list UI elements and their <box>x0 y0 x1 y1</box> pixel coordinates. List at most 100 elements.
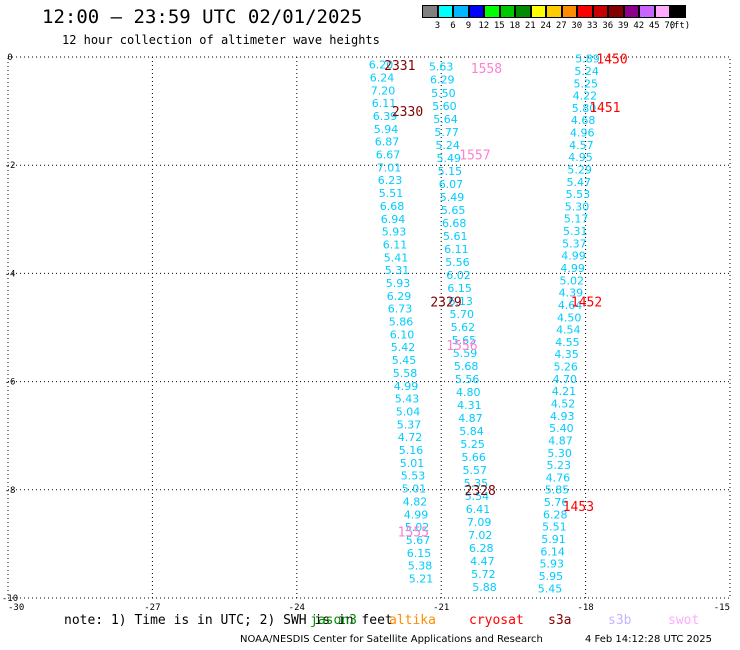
map-title: 12:00 – 23:59 UTC 02/01/2025 <box>42 6 363 28</box>
pass-time-label: 1451 <box>589 101 620 116</box>
wave-height-value: 5.40 <box>549 422 574 435</box>
wave-height-value: 4.80 <box>456 386 481 399</box>
generated-timestamp: 4 Feb 14:12:28 UTC 2025 <box>585 634 712 645</box>
wave-height-value: 4.64 <box>558 299 583 312</box>
pass-time-label: 1555 <box>398 525 429 540</box>
satellite-legend-swot: swot <box>668 613 700 628</box>
wave-height-value: 7.01 <box>377 161 402 174</box>
longitude-tick-label: -18 <box>577 603 593 613</box>
colorbar-swatch <box>561 5 577 18</box>
wave-height-value: 5.31 <box>385 264 410 277</box>
wave-height-value: 6.29 <box>387 290 412 303</box>
wave-height-value: 5.45 <box>392 354 417 367</box>
pass-time-label: 2328 <box>465 484 496 499</box>
colorbar-swatch <box>623 5 639 18</box>
wave-height-value: 6.15 <box>447 282 472 295</box>
wave-height-value: 5.54 <box>465 490 490 503</box>
wave-height-value: 4.93 <box>550 410 575 423</box>
wave-height-value: 5.89 <box>575 53 600 66</box>
wave-height-value: 6.15 <box>407 547 432 560</box>
satellite-legend-cryosat: cryosat <box>469 613 524 628</box>
wave-height-value: 5.26 <box>553 361 578 374</box>
wave-height-value: 5.85 <box>545 484 570 497</box>
wave-height-value: 5.37 <box>562 237 587 250</box>
wave-height-value: 5.53 <box>566 188 591 201</box>
wave-height-value: 6.11 <box>444 243 469 256</box>
colorbar-unit-label: (ft) <box>668 21 691 31</box>
wave-height-value: 5.76 <box>544 496 569 509</box>
wave-height-value: 5.51 <box>379 187 404 200</box>
wave-height-value: 6.73 <box>388 303 413 316</box>
satellite-legend-altika: altika <box>389 613 436 628</box>
wave-height-value: 5.67 <box>406 534 431 547</box>
colorbar-swatch <box>453 5 469 18</box>
colorbar-tick-label: 12 <box>478 21 490 31</box>
wave-height-value: 6.39 <box>373 110 398 123</box>
pass-time-label: 2331 <box>384 59 415 74</box>
pass-time-label: 1452 <box>571 296 602 311</box>
latitude-tick-label: -10 <box>2 594 18 604</box>
wave-height-value: 5.62 <box>451 321 476 334</box>
wave-height-value: 5.60 <box>432 100 457 113</box>
note-text: note: 1) Time is in UTC; 2) SWH is in fe… <box>64 613 393 628</box>
colorbar-swatch <box>592 5 608 18</box>
wave-height-value: 5.93 <box>386 277 411 290</box>
wave-height-value: 4.99 <box>560 262 585 275</box>
colorbar-tick-label: 18 <box>509 21 521 31</box>
wave-height-value: 5.72 <box>471 568 496 581</box>
map-subtitle: 12 hour collection of altimeter wave hei… <box>62 33 380 47</box>
wave-height-value: 5.24 <box>574 65 599 78</box>
pass-time-labels: 2331 2330 2329 2328 1558 1557 1556 1555 1450 1451… <box>384 53 628 541</box>
colorbar-tick-label: 70 <box>664 21 676 31</box>
wave-height-value: 5.24 <box>435 139 460 152</box>
wave-height-value: 5.30 <box>547 447 572 460</box>
colorbar-tick-label: 36 <box>602 21 614 31</box>
wave-height-value: 5.21 <box>409 573 434 586</box>
wave-height-value: 5.01 <box>402 483 427 496</box>
latitude-tick-label: 0 <box>7 53 12 63</box>
wave-height-value: 7.09 <box>467 516 492 529</box>
altimeter-tracks: 6.206.247.206.116.395.946.876.677.016.23… <box>369 53 600 596</box>
wave-height-value: 6.68 <box>380 200 405 213</box>
wave-height-value: 5.04 <box>396 405 421 418</box>
wave-height-value: 5.93 <box>539 558 564 571</box>
wave-height-value: 6.07 <box>439 178 464 191</box>
pass-time-label: 1558 <box>471 62 502 77</box>
wave-height-value: 5.80 <box>572 102 597 115</box>
colorbar-swatch <box>515 5 531 18</box>
latitude-tick-label: -8 <box>5 486 16 496</box>
wave-height-value: 6.41 <box>466 503 491 516</box>
wave-height-value: 4.31 <box>457 399 482 412</box>
colorbar-tick-label: 42 <box>633 21 645 31</box>
satellite-legend-s3a: s3a <box>548 613 572 628</box>
colorbar-swatch <box>484 5 500 18</box>
wave-height-value: 7.20 <box>371 84 396 97</box>
wave-height-value: 4.99 <box>404 508 429 521</box>
wave-height-value: 4.57 <box>569 139 594 152</box>
wave-height-value: 5.95 <box>539 570 564 583</box>
wave-height-value: 6.28 <box>469 542 494 555</box>
wave-height-value: 6.14 <box>540 545 565 558</box>
wave-height-value: 5.57 <box>463 464 488 477</box>
wave-height-value: 5.47 <box>567 176 592 189</box>
wave-height-value: 6.28 <box>543 508 568 521</box>
colorbar-tick-label: 27 <box>555 21 567 31</box>
wave-height-value: 5.68 <box>454 360 479 373</box>
longitude-tick-label: -21 <box>433 603 449 613</box>
wave-height-value: 5.53 <box>401 470 426 483</box>
wave-height-value: 4.96 <box>570 127 595 140</box>
wave-height-value: 5.49 <box>437 152 462 165</box>
wave-height-value: 4.70 <box>553 373 578 386</box>
wave-height-value: 5.49 <box>440 191 465 204</box>
wave-height-value: 6.20 <box>369 59 394 72</box>
wave-height-value: 6.68 <box>442 217 467 230</box>
wave-height-value: 4.87 <box>458 412 483 425</box>
wave-height-value: 5.15 <box>438 165 463 178</box>
colorbar-swatch <box>654 5 670 18</box>
wave-height-value: 6.29 <box>430 74 455 87</box>
wave-height-value: 4.55 <box>555 336 580 349</box>
wave-height-value: 5.43 <box>395 393 420 406</box>
wave-height-value: 5.59 <box>453 347 478 360</box>
wave-height-value: 7.02 <box>468 529 493 542</box>
